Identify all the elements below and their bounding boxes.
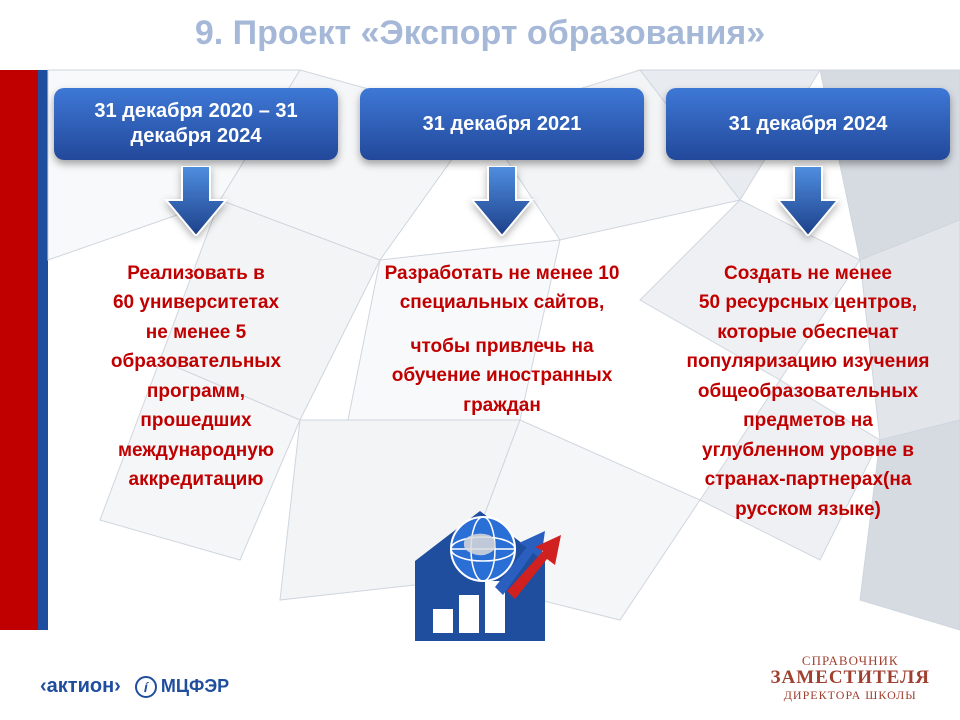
footer-right-l2: ЗАМЕСТИТЕЛЯ <box>770 668 930 689</box>
arrow-3 <box>776 166 840 241</box>
date-box-2: 31 декабря 2021 <box>360 88 644 160</box>
footer-right-l3: ДИРЕКТОРА ШКОЛЫ <box>770 689 930 702</box>
column-1: 31 декабря 2020 – 31 декабря 2024 Реализ… <box>54 88 338 524</box>
date-text-1: 31 декабря 2020 – 31 декабря 2024 <box>66 99 326 149</box>
footer-right-l1: СПРАВОЧНИК <box>770 654 930 668</box>
footer-left: ‹актион› í МЦФЭР <box>40 675 229 698</box>
mcfer-text: МЦФЭР <box>161 676 229 697</box>
date-text-2: 31 декабря 2021 <box>423 112 582 137</box>
arrow-2 <box>470 166 534 241</box>
page-title: 9. Проект «Экспорт образования» <box>0 14 960 53</box>
date-box-3: 31 декабря 2024 <box>666 88 950 160</box>
brand-aktion: ‹актион› <box>40 675 121 698</box>
footer-right: СПРАВОЧНИК ЗАМЕСТИТЕЛЯ ДИРЕКТОРА ШКОЛЫ <box>770 654 930 702</box>
columns-container: 31 декабря 2020 – 31 декабря 2024 Реализ… <box>54 88 950 524</box>
desc-1: Реализовать в60 университетахне менее 5о… <box>107 259 285 495</box>
desc-3: Создать не менее50 ресурсных центров,кот… <box>682 259 933 524</box>
arrow-1 <box>164 166 228 241</box>
date-box-1: 31 декабря 2020 – 31 декабря 2024 <box>54 88 338 160</box>
brand-mcfer: í МЦФЭР <box>135 676 229 698</box>
column-2: 31 декабря 2021 Разработать не менее 10 … <box>360 88 644 524</box>
desc-2: Разработать не менее 10 специальных сайт… <box>360 259 644 434</box>
bg-stripe-red <box>0 70 38 630</box>
center-graphic <box>395 491 565 656</box>
column-3: 31 декабря 2024 Создать не менее50 ресур… <box>666 88 950 524</box>
mcfer-icon: í <box>135 676 157 698</box>
bg-stripe-blue <box>38 70 48 630</box>
date-text-3: 31 декабря 2024 <box>729 112 888 137</box>
